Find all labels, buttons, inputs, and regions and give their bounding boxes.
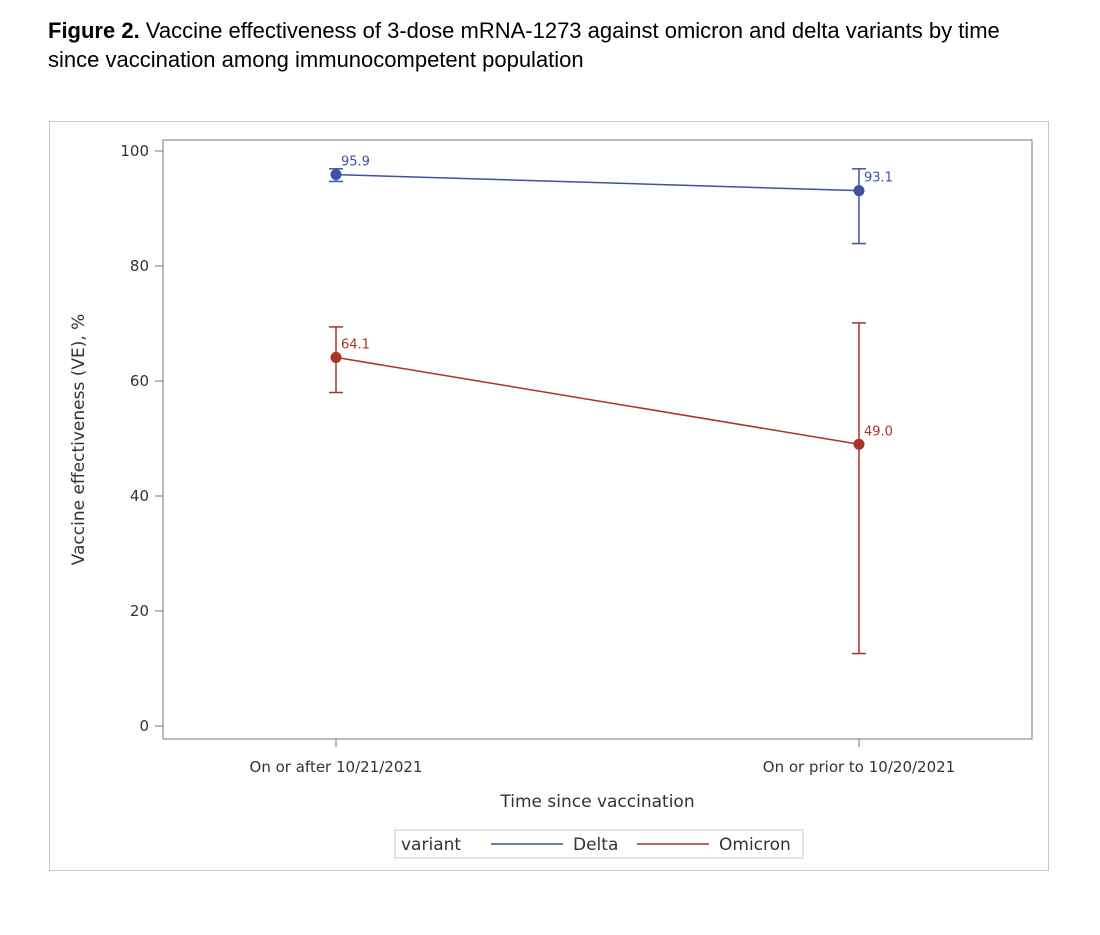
data-point xyxy=(330,351,342,363)
chart-frame: 0 20 40 60 80 100 On or after 10/21/2021 On or … xyxy=(49,121,1049,871)
data-label: 49.0 xyxy=(864,424,893,439)
y-tick-label: 80 xyxy=(130,257,149,275)
data-point xyxy=(853,185,865,197)
legend-label-omicron: Omicron xyxy=(719,835,791,855)
y-tick-label: 20 xyxy=(130,602,149,620)
y-tick-label: 0 xyxy=(139,717,149,735)
figure-caption-text: Vaccine effectiveness of 3-dose mRNA-127… xyxy=(48,18,1000,72)
series-line-delta xyxy=(335,173,860,192)
figure-caption: Figure 2. Vaccine effectiveness of 3-dos… xyxy=(48,16,1048,74)
legend-box xyxy=(394,829,804,859)
series-line-omicron xyxy=(335,356,860,445)
data-label: 95.9 xyxy=(341,155,370,170)
plot-area xyxy=(162,139,1033,740)
figure-label: Figure 2. xyxy=(48,18,140,43)
y-axis-title: Vaccine effectiveness (VE), % xyxy=(69,314,89,566)
data-point xyxy=(853,438,865,450)
y-tick-label: 60 xyxy=(130,372,149,390)
data-point xyxy=(330,169,342,181)
y-tick-label: 40 xyxy=(130,487,149,505)
legend-label-delta: Delta xyxy=(573,835,618,855)
data-label: 64.1 xyxy=(341,337,370,352)
data-label: 93.1 xyxy=(864,171,893,186)
x-tick-label: On or prior to 10/20/2021 xyxy=(763,758,955,776)
legend-title: variant xyxy=(401,835,461,855)
chart-svg: 0 20 40 60 80 100 On or after 10/21/2021 On or … xyxy=(69,139,1033,859)
x-tick-label: On or after 10/21/2021 xyxy=(250,758,423,776)
x-axis-title: Time since vaccination xyxy=(499,792,694,812)
y-tick-label: 100 xyxy=(120,142,149,160)
